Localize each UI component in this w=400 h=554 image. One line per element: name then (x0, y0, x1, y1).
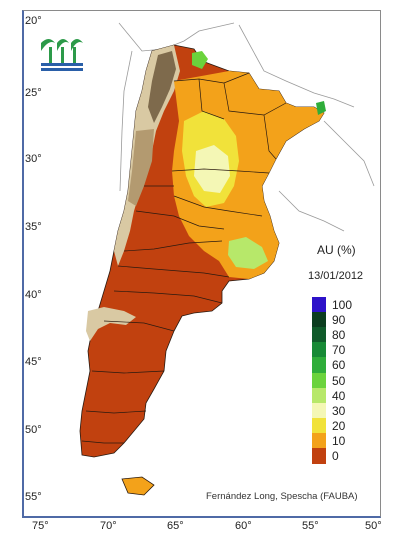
legend-label-90: 90 (332, 313, 346, 328)
legend-swatch-100 (312, 297, 326, 313)
lon-label-70: 70° (100, 520, 117, 532)
legend-label-100: 100 (332, 298, 353, 312)
legend-swatch-80 (312, 327, 326, 344)
lon-label-50: 50° (365, 520, 382, 532)
lat-label-20: 20° (25, 15, 42, 27)
tierra-del-fuego (121, 476, 155, 496)
legend-swatch-0 (312, 448, 326, 464)
legend-label-20: 20 (332, 418, 346, 433)
legend-swatch-40 (312, 387, 326, 404)
lon-label-60: 60° (235, 520, 252, 532)
region-60pct-northeast (316, 101, 326, 115)
region-40pct (228, 237, 268, 269)
legend-label-10: 10 (332, 433, 346, 448)
legend-date: 13/01/2012 (308, 270, 364, 282)
lat-label-55: 55° (25, 491, 42, 503)
credit-text: Fernández Long, Spescha (FAUBA) (206, 491, 358, 502)
andes-terrain-mid (128, 129, 154, 206)
region-50pct-north (192, 51, 208, 69)
region-30pct (194, 145, 230, 193)
lat-label-30: 30° (25, 153, 42, 165)
legend-swatch-20 (312, 417, 326, 434)
legend-label-60: 60 (332, 358, 346, 373)
fauba-logo (39, 33, 85, 73)
patagonia-terrain (86, 307, 136, 341)
lat-label-50: 50° (25, 424, 42, 436)
soil-water-map (39, 22, 375, 496)
legend-swatch-50 (312, 372, 326, 389)
legend-label-70: 70 (332, 343, 346, 358)
lat-label-40: 40° (25, 289, 42, 301)
andes-terrain-dark (148, 51, 176, 123)
lat-label-45: 45° (25, 356, 42, 368)
legend-swatch-70 (312, 342, 326, 359)
lon-label-75: 75° (32, 520, 49, 532)
legend-swatch-60 (312, 357, 326, 374)
lat-label-25: 25° (25, 87, 42, 99)
legend-swatch-10 (312, 432, 326, 449)
legend-title: AU (%) (317, 243, 356, 257)
legend-swatch-90 (312, 312, 326, 329)
legend-label-80: 80 (332, 328, 346, 343)
legend-swatch-30 (312, 402, 326, 419)
legend-label-50: 50 (332, 373, 346, 388)
legend-label-40: 40 (332, 388, 346, 403)
lon-label-55: 55° (302, 520, 319, 532)
lat-label-35: 35° (25, 221, 42, 233)
lon-label-65: 65° (167, 520, 184, 532)
legend-label-30: 30 (332, 403, 346, 418)
legend-label-0: 0 (332, 449, 339, 463)
map-frame: 20° 25° 30° 35° 40° 45° 50° 55° AU (%) 1… (22, 10, 381, 518)
provincial-borders (81, 72, 287, 444)
